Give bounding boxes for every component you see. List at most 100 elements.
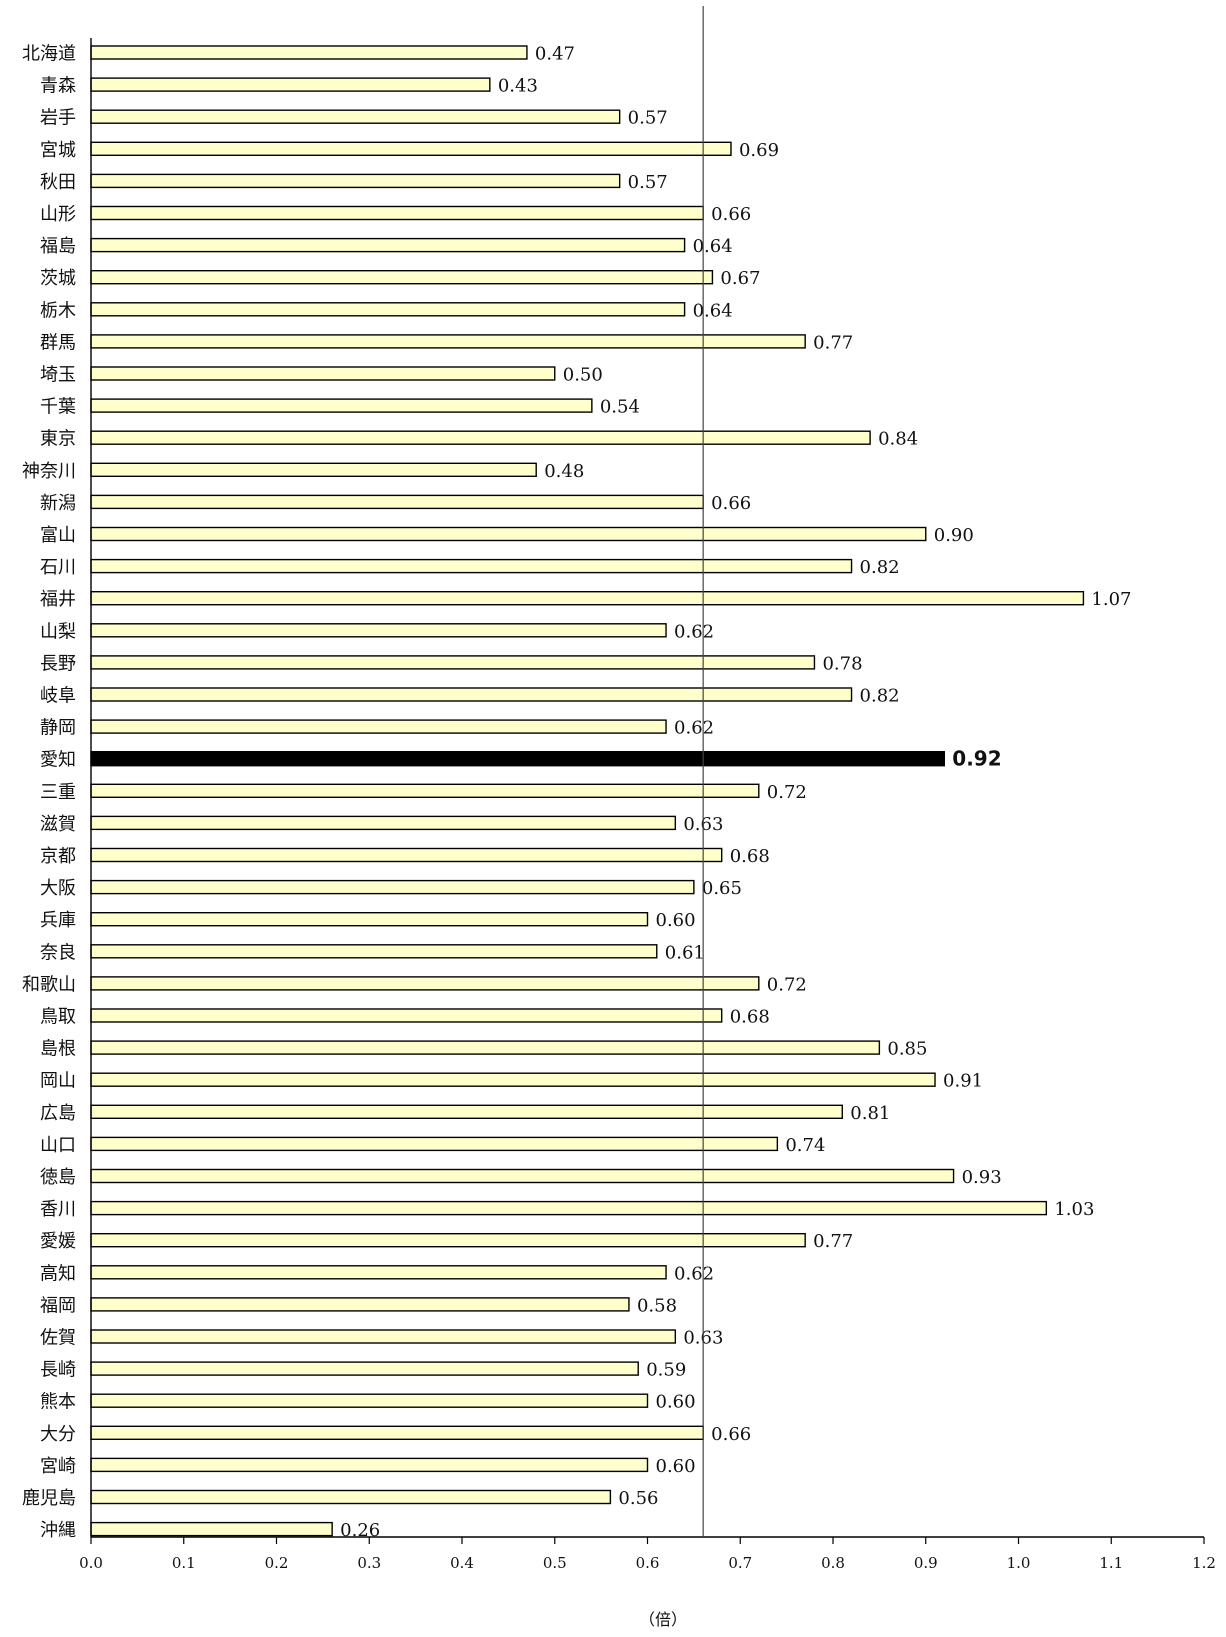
value-label: 1.03 — [1054, 1199, 1094, 1220]
bar — [90, 1008, 723, 1023]
bar — [90, 655, 816, 670]
x-tick-label: 0.0 — [79, 1554, 103, 1572]
bar — [90, 109, 621, 124]
category-label: 山形 — [40, 204, 76, 225]
bar — [90, 879, 695, 895]
category-label: 富山 — [40, 525, 76, 546]
x-tick-label: 0.9 — [914, 1554, 938, 1572]
x-tick-label: 1.0 — [1007, 1554, 1031, 1572]
value-label: 0.66 — [711, 204, 751, 225]
value-label: 0.60 — [656, 910, 696, 931]
bar — [90, 1361, 639, 1376]
value-label: 0.74 — [785, 1135, 825, 1156]
value-label: 0.68 — [730, 1007, 770, 1028]
category-label: 鹿児島 — [22, 1488, 76, 1509]
value-label: 0.91 — [943, 1071, 983, 1092]
category-label: 高知 — [40, 1263, 76, 1284]
bar — [90, 1457, 649, 1473]
bar — [90, 302, 686, 317]
value-label: 0.59 — [646, 1360, 686, 1381]
value-label: 0.58 — [637, 1295, 677, 1316]
category-label: 秋田 — [40, 172, 76, 193]
category-label: 岐阜 — [40, 686, 76, 707]
value-label: 0.92 — [952, 747, 1001, 771]
category-label: 沖縄 — [40, 1520, 76, 1541]
category-label: 栃木 — [40, 300, 76, 321]
value-label: 0.26 — [340, 1520, 380, 1541]
x-tick-label: 0.2 — [265, 1554, 289, 1572]
value-label: 0.47 — [535, 44, 575, 65]
bar — [90, 366, 556, 381]
bar — [90, 1200, 1048, 1216]
bar — [90, 912, 649, 927]
category-label: 東京 — [40, 429, 76, 450]
value-label: 0.66 — [711, 1424, 751, 1445]
value-label: 0.72 — [767, 782, 807, 803]
value-label: 0.82 — [860, 557, 900, 578]
bar — [90, 1040, 881, 1055]
category-label: 埼玉 — [40, 365, 76, 386]
value-label: 0.64 — [693, 236, 733, 257]
x-tick-label: 1.2 — [1192, 1554, 1216, 1572]
value-label: 0.62 — [674, 1263, 714, 1284]
category-label: 愛知 — [40, 750, 76, 771]
value-label: 0.57 — [628, 108, 668, 129]
category-label: 大分 — [40, 1424, 76, 1445]
category-label: 滋賀 — [40, 814, 76, 835]
category-label: 青森 — [40, 76, 76, 97]
category-label: 福島 — [40, 236, 76, 257]
bar — [90, 173, 621, 189]
x-tick-label: 0.6 — [636, 1554, 660, 1572]
bar — [90, 783, 760, 798]
value-label: 0.82 — [860, 686, 900, 707]
category-label: 山口 — [40, 1135, 76, 1156]
bar — [90, 526, 927, 542]
bar — [90, 815, 677, 831]
value-label: 0.54 — [600, 397, 640, 418]
category-label: 宮城 — [40, 140, 76, 161]
bar — [90, 141, 732, 157]
category-label: 三重 — [40, 782, 76, 803]
category-label: 京都 — [40, 846, 76, 867]
category-label: 神奈川 — [22, 461, 76, 482]
bar — [90, 398, 593, 413]
value-label: 0.60 — [656, 1456, 696, 1477]
value-label: 0.72 — [767, 974, 807, 995]
category-label: 岩手 — [40, 108, 76, 129]
category-label: 愛媛 — [40, 1231, 76, 1252]
bar — [90, 687, 853, 702]
bar — [90, 1521, 333, 1537]
value-label: 0.77 — [813, 1231, 853, 1252]
category-label: 長崎 — [40, 1360, 76, 1381]
value-label: 1.07 — [1091, 589, 1131, 610]
x-tick-label: 0.8 — [821, 1554, 845, 1572]
bar — [90, 847, 723, 863]
category-label: 石川 — [40, 557, 76, 578]
category-label: 熊本 — [40, 1392, 76, 1413]
bar — [90, 1265, 667, 1280]
category-label: 山梨 — [40, 621, 76, 642]
value-label: 0.85 — [887, 1039, 927, 1060]
value-label: 0.62 — [674, 621, 714, 642]
value-label: 0.62 — [674, 718, 714, 739]
category-label: 岡山 — [40, 1071, 76, 1092]
bar — [90, 1489, 612, 1505]
value-label: 0.67 — [720, 268, 760, 289]
bar — [90, 976, 760, 991]
value-label: 0.90 — [934, 525, 974, 546]
x-tick-label: 0.5 — [543, 1554, 567, 1572]
value-label: 0.68 — [730, 846, 770, 867]
bar — [90, 558, 853, 574]
category-label: 群馬 — [40, 332, 76, 353]
bar — [90, 591, 1085, 606]
category-label: 茨城 — [40, 268, 76, 289]
category-label: 大阪 — [40, 878, 76, 899]
value-label: 0.69 — [739, 140, 779, 161]
bar — [90, 494, 704, 510]
bar — [90, 1072, 936, 1087]
value-label: 0.56 — [618, 1488, 658, 1509]
x-tick-label: 0.1 — [172, 1554, 196, 1572]
bar — [90, 751, 945, 767]
value-label: 0.93 — [962, 1167, 1002, 1188]
